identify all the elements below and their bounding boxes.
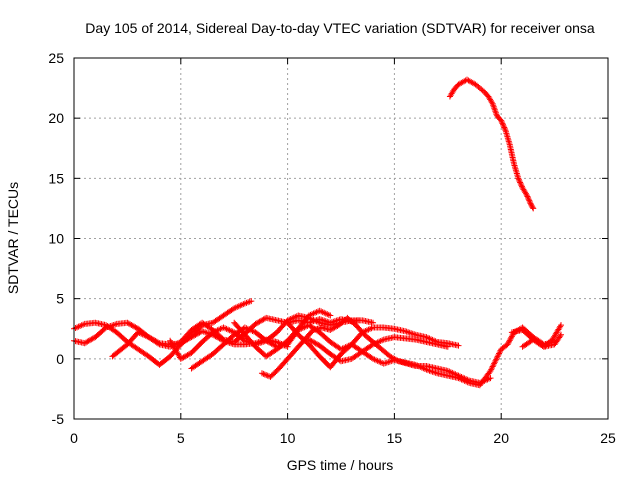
- data-point: [505, 340, 512, 347]
- data-point: [492, 357, 499, 364]
- data-point: [509, 332, 516, 339]
- data-point: [525, 196, 532, 203]
- data-point: [488, 366, 495, 373]
- ticks: 0 5 10 15 20 25 -5 0 5 10 15 20 25: [48, 50, 616, 446]
- data-point: [525, 194, 532, 201]
- y-tick-label: 10: [48, 231, 64, 247]
- data-point: [496, 349, 503, 356]
- data-point: [155, 340, 162, 347]
- data-point: [501, 125, 508, 132]
- data-point: [508, 334, 515, 341]
- data-point: [530, 205, 537, 212]
- data-point: [507, 336, 514, 343]
- data-point: [491, 359, 498, 366]
- y-tick-label: 25: [48, 50, 64, 66]
- data-point: [529, 204, 536, 211]
- x-axis-title: GPS time / hours: [287, 457, 394, 473]
- data-point: [266, 373, 273, 380]
- data-point: [248, 298, 255, 305]
- data-point: [496, 350, 503, 357]
- data-point: [558, 331, 565, 338]
- data-point: [517, 180, 524, 187]
- data-point: [526, 199, 533, 206]
- data-point: [558, 322, 565, 329]
- data-point: [491, 360, 498, 367]
- data-point: [504, 341, 511, 348]
- y-tick-label: 0: [56, 351, 64, 367]
- y-tick-label: 5: [56, 291, 64, 307]
- data-points: [71, 76, 565, 389]
- data-point: [258, 370, 265, 377]
- x-tick-label: 20: [493, 430, 509, 446]
- y-axis-title: SDTVAR / TECUs: [5, 182, 21, 294]
- data-point: [490, 362, 497, 369]
- data-point: [327, 312, 334, 319]
- data-point: [515, 175, 522, 182]
- data-point: [518, 182, 525, 189]
- data-point: [557, 323, 564, 330]
- data-point: [524, 193, 531, 200]
- data-point: [261, 371, 268, 378]
- data-point: [263, 372, 270, 379]
- y-tick-label: 15: [48, 170, 64, 186]
- x-tick-label: 25: [600, 430, 616, 446]
- data-point: [493, 354, 500, 361]
- data-point: [516, 178, 523, 185]
- data-point: [518, 183, 525, 190]
- series-arc-k: [519, 331, 565, 350]
- x-tick-label: 10: [280, 430, 296, 446]
- data-point: [240, 336, 247, 343]
- data-point: [493, 356, 500, 363]
- data-point: [488, 364, 495, 371]
- data-point: [501, 124, 508, 131]
- data-point: [495, 351, 502, 358]
- y-tick-label: -5: [52, 411, 65, 427]
- data-point: [557, 333, 564, 340]
- data-point: [517, 179, 524, 186]
- data-point: [527, 200, 534, 207]
- data-point: [488, 99, 495, 106]
- x-tick-label: 15: [387, 430, 403, 446]
- data-point: [219, 335, 226, 342]
- data-point: [526, 197, 533, 204]
- data-point: [499, 120, 506, 127]
- data-point: [500, 123, 507, 130]
- data-point: [506, 337, 513, 344]
- data-point: [260, 370, 267, 377]
- data-point: [494, 353, 501, 360]
- x-tick-label: 5: [177, 430, 185, 446]
- data-point: [498, 118, 505, 125]
- data-point: [515, 176, 522, 183]
- data-point: [487, 367, 494, 374]
- data-point: [500, 121, 507, 128]
- y-tick-label: 20: [48, 110, 64, 126]
- data-point: [444, 343, 451, 350]
- series-arc-i: [305, 334, 451, 365]
- data-point: [523, 192, 530, 199]
- x-tick-label: 0: [70, 430, 78, 446]
- data-point: [489, 363, 496, 370]
- data-point: [455, 342, 462, 349]
- series-arc-top: [446, 76, 537, 212]
- data-point: [487, 375, 494, 382]
- data-point: [498, 117, 505, 124]
- data-point: [522, 190, 529, 197]
- chart-title: Day 105 of 2014, Sidereal Day-to-day VTE…: [85, 20, 595, 36]
- data-point: [506, 338, 513, 345]
